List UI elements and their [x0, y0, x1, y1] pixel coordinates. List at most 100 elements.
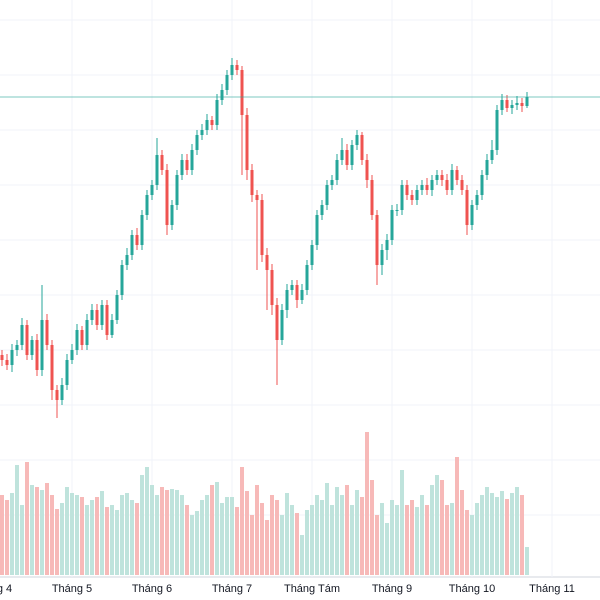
- candle-body: [355, 135, 359, 145]
- candle-body: [190, 150, 194, 170]
- volume-bar: [155, 495, 159, 575]
- volume-bar: [505, 499, 509, 575]
- grid: [0, 19, 600, 516]
- candle-body: [320, 205, 324, 215]
- candle-body: [5, 360, 9, 365]
- volume-bar: [510, 493, 514, 575]
- candle-body: [115, 295, 119, 320]
- candle-body: [315, 215, 319, 245]
- candle-body: [220, 90, 224, 100]
- candle-body: [230, 65, 234, 75]
- volume-bar: [355, 490, 359, 575]
- volume-bar: [110, 505, 114, 575]
- volume-bar: [295, 513, 299, 575]
- volume-bar: [255, 485, 259, 575]
- volume-bar: [280, 515, 284, 575]
- volume-bar: [490, 493, 494, 575]
- volume-bar: [285, 493, 289, 575]
- volume-bar: [260, 503, 264, 575]
- candle-body: [405, 185, 409, 195]
- candle-body: [490, 150, 494, 160]
- volume-bar: [185, 505, 189, 575]
- volume-bar: [435, 475, 439, 575]
- volume-bar: [275, 500, 279, 575]
- volume-bar: [180, 495, 184, 575]
- candle-body: [500, 100, 504, 110]
- volume-bar: [115, 510, 119, 575]
- volume-bar: [215, 482, 219, 575]
- candle-body: [340, 150, 344, 160]
- volume-bar: [145, 467, 149, 575]
- volume-bar: [125, 493, 129, 575]
- candle-body: [280, 310, 284, 340]
- candle-body: [300, 290, 304, 300]
- candle-body: [35, 340, 39, 370]
- volume-bar: [440, 480, 444, 575]
- candle-body: [485, 160, 489, 175]
- candle-body: [265, 255, 269, 270]
- volume-bar: [445, 505, 449, 575]
- volume-bar: [415, 507, 419, 575]
- candle-body: [155, 155, 159, 185]
- volume-bar: [95, 497, 99, 575]
- candle-body: [250, 170, 254, 195]
- candle-body: [385, 240, 389, 250]
- candle-body: [420, 185, 424, 190]
- volume-bar: [10, 493, 14, 575]
- candle-body: [145, 195, 149, 215]
- volume-bar: [45, 483, 49, 575]
- candle-body: [430, 180, 434, 190]
- volume-bar: [0, 495, 4, 575]
- candle-body: [255, 195, 259, 200]
- volume-bar: [515, 487, 519, 575]
- volume-bar: [470, 515, 474, 575]
- volume-bar: [345, 485, 349, 575]
- candle-body: [75, 330, 79, 350]
- volume-bar: [375, 515, 379, 575]
- candle-body: [350, 145, 354, 165]
- x-tick-label: Tháng 6: [132, 583, 172, 595]
- candle-body: [470, 205, 474, 225]
- volume-bar: [225, 497, 229, 575]
- candle-body: [205, 120, 209, 130]
- candle-body: [305, 265, 309, 290]
- volume-bar: [395, 505, 399, 575]
- candle-body: [200, 130, 204, 135]
- candle-body: [225, 75, 229, 90]
- candle-body: [375, 215, 379, 265]
- volume-bar: [310, 505, 314, 575]
- volume-bar: [230, 497, 234, 575]
- volume-bar: [105, 507, 109, 575]
- x-tick-label: Tháng 9: [372, 583, 412, 595]
- candle-body: [460, 180, 464, 190]
- candle-body: [85, 320, 89, 345]
- candle-body: [120, 265, 124, 295]
- candle-body: [475, 195, 479, 205]
- volume-bar: [365, 432, 369, 575]
- candle-body: [90, 310, 94, 320]
- candle-body: [515, 103, 519, 105]
- candle-body: [50, 345, 54, 390]
- candle-body: [495, 110, 499, 150]
- volume-bar: [140, 475, 144, 575]
- candle-body: [65, 360, 69, 385]
- volume-bar: [200, 500, 204, 575]
- candle-body: [510, 105, 514, 108]
- volume-bar: [5, 500, 9, 575]
- volume-bar: [405, 505, 409, 575]
- candle-body: [15, 345, 19, 350]
- volume-bar: [40, 490, 44, 575]
- volume-bar: [130, 500, 134, 575]
- candle-body: [465, 190, 469, 225]
- x-tick-label: Tháng 5: [52, 583, 92, 595]
- volume-bar: [315, 495, 319, 575]
- volume-bar: [425, 505, 429, 575]
- volume-bar: [305, 510, 309, 575]
- volume-bar: [30, 485, 34, 575]
- volume-bar: [150, 485, 154, 575]
- volume-bar: [15, 465, 19, 575]
- x-tick-label: Tháng 10: [449, 583, 495, 595]
- volume-bar: [290, 505, 294, 575]
- volume-bar: [385, 523, 389, 575]
- volume-bar: [170, 489, 174, 575]
